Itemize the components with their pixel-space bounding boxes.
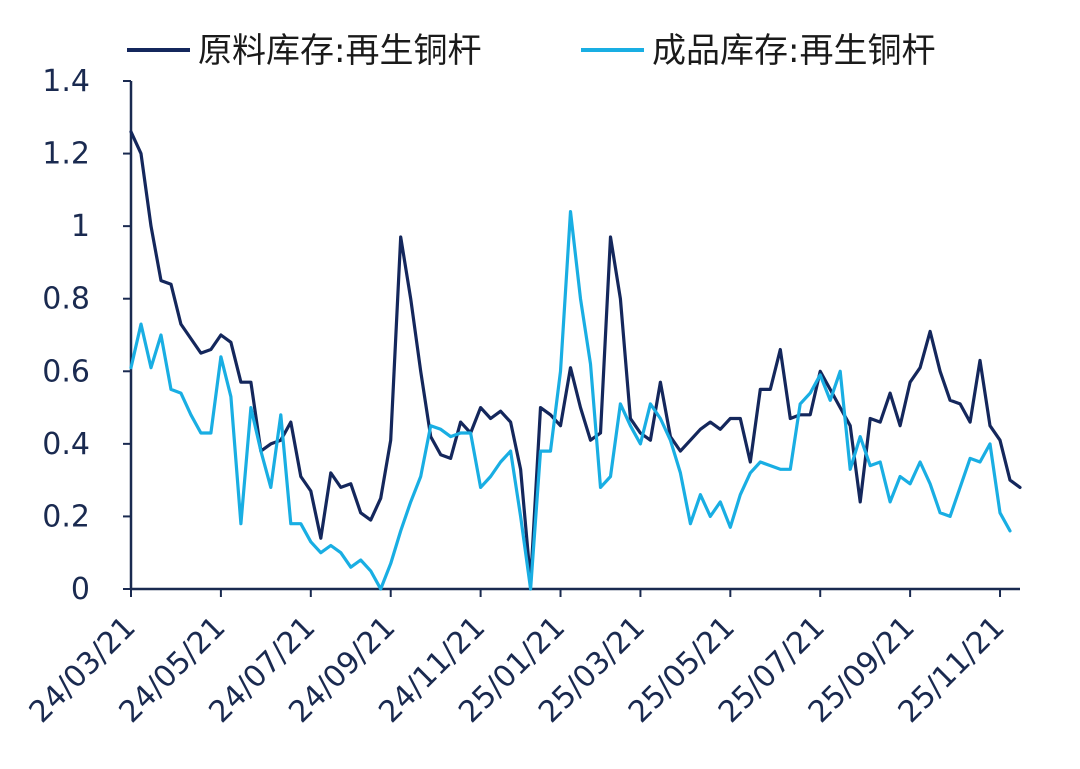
y-axis-ticks: 0 0.2 0.4 0.6 0.8 1 1.2 1.4 [42, 64, 131, 607]
legend-label-finished-goods: 成品库存:再生铜杆 [652, 31, 935, 71]
legend-label-raw-material: 原料库存:再生铜杆 [198, 31, 481, 71]
y-tick-label: 1.2 [42, 137, 90, 172]
series-lines [129, 130, 1022, 591]
series-line-finished-goods [129, 210, 1012, 591]
axes [129, 81, 1020, 591]
legend: 原料库存:再生铜杆 成品库存:再生铜杆 [127, 31, 935, 71]
y-tick-label: 0.2 [42, 499, 90, 534]
y-tick-label: 0.8 [42, 282, 90, 317]
legend-item-finished-goods: 成品库存:再生铜杆 [581, 31, 935, 71]
y-tick-label: 0.6 [42, 354, 90, 389]
y-tick-label: 0 [71, 572, 90, 607]
x-axis-ticks: 24/03/2124/05/2124/07/2124/09/2124/11/21… [23, 589, 1012, 730]
series-line-raw-material [129, 130, 1022, 584]
y-tick-label: 1.4 [42, 64, 90, 99]
legend-item-raw-material: 原料库存:再生铜杆 [127, 31, 481, 71]
y-tick-label: 1 [71, 209, 90, 244]
y-tick-label: 0.4 [42, 427, 90, 462]
